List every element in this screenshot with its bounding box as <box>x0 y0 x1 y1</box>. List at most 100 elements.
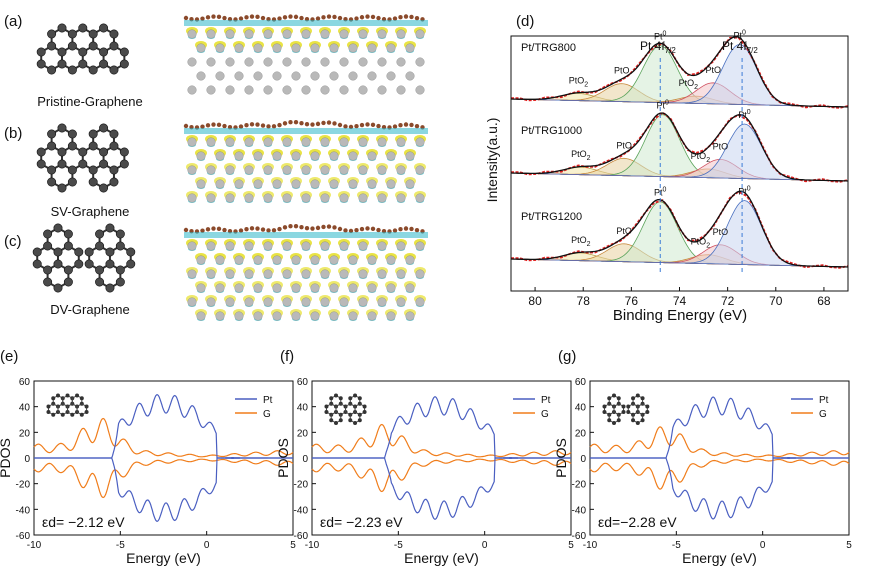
carbon-atom <box>109 165 119 175</box>
pt-atom <box>253 43 263 53</box>
xps-x-tick-label: 78 <box>577 294 591 308</box>
pdos-panel-label: (f) <box>280 348 294 365</box>
xps-peak-label: PtO <box>616 140 632 150</box>
pt-atom <box>253 283 263 293</box>
sv-graphene-model <box>36 123 129 193</box>
pt-atom <box>310 151 320 161</box>
inset-atom <box>334 421 338 425</box>
carbon-atom <box>115 265 125 275</box>
inset-atom <box>616 418 621 423</box>
pt-atom <box>339 241 349 251</box>
carbon-atom <box>249 122 255 127</box>
carbon-atom <box>63 229 73 239</box>
legend-label-g: G <box>819 409 827 420</box>
pt-atom <box>405 179 415 189</box>
carbon-atom <box>78 23 88 33</box>
panel-label-b: (b) <box>4 125 22 142</box>
carbon-atom <box>99 123 109 133</box>
pt-atom <box>244 137 254 147</box>
xps-peak-label-script: 0 <box>747 186 751 193</box>
inset-bond <box>67 403 73 407</box>
pdos-d-band-center: εd= −2.23 eV <box>320 514 403 530</box>
pt-atom <box>405 311 415 321</box>
carbon-atom <box>109 129 119 139</box>
pt-atom <box>415 85 425 95</box>
xps-peak-label: PtO <box>713 227 729 237</box>
pdos-x-tick-label: 0 <box>482 540 488 551</box>
carbon-atom <box>43 229 53 239</box>
inset-atom <box>362 404 367 409</box>
inset-bond <box>613 411 620 416</box>
carbon-atom <box>211 122 216 127</box>
pt-atom <box>244 85 254 95</box>
pdos-x-tick-label: -10 <box>583 540 598 551</box>
pdos-pt-spin-down <box>34 457 293 522</box>
pdos-g-spin-down <box>33 458 294 499</box>
carbon-atom <box>299 15 304 21</box>
inset-atom <box>612 393 616 398</box>
pdos-g-spin-down <box>311 458 572 493</box>
pt-atom <box>234 283 244 293</box>
carbon-atom <box>126 259 136 269</box>
xps-peak-label: PtO2 <box>569 75 589 88</box>
inset-atom <box>616 396 621 401</box>
pt-atom <box>206 165 216 175</box>
pt-atom <box>367 43 377 53</box>
inset-bond <box>632 403 639 407</box>
carbon-atom <box>47 165 57 175</box>
pt-atom <box>301 85 311 95</box>
carbon-atom <box>84 247 94 257</box>
xps-peak-label-script: 2 <box>584 81 588 88</box>
pdos-x-tick-label: 0 <box>204 540 210 551</box>
carbon-atom <box>47 41 57 51</box>
carbon-atom <box>99 183 109 193</box>
pt-atom <box>396 165 406 175</box>
carbon-atom <box>63 265 73 275</box>
pdos-x-tick-label: -5 <box>116 540 125 551</box>
carbon-atom <box>337 15 343 21</box>
pdos-x-tick-label: -10 <box>27 540 42 551</box>
carbon-atom <box>67 177 77 187</box>
pt-atom <box>358 193 368 203</box>
pt-atom <box>310 179 320 189</box>
pt-atom <box>206 241 216 251</box>
pt-atom <box>339 193 349 203</box>
carbon-atom <box>288 14 293 19</box>
inset-atom <box>362 410 367 414</box>
pt-atom <box>358 29 368 39</box>
slab-sv <box>183 119 428 203</box>
inset-atom <box>324 404 329 409</box>
xps-peak-label-script: 2 <box>694 84 698 91</box>
pt-atom <box>263 241 273 251</box>
inset-atom <box>357 418 362 423</box>
pt-atom <box>301 269 311 279</box>
carbon-atom <box>282 121 288 126</box>
pt-atom <box>348 151 358 161</box>
pt-atom <box>196 71 206 81</box>
pt-atom <box>206 193 216 203</box>
pt-atom <box>320 29 330 39</box>
pt-atom <box>187 137 197 147</box>
pdos-y-tick-label: -40 <box>294 505 309 516</box>
carbon-atom <box>299 120 304 126</box>
pt-atom <box>263 297 273 307</box>
pt-atom <box>310 311 320 321</box>
pt-atom <box>386 311 396 321</box>
pdos-pt-spin-up <box>312 396 571 459</box>
pt-atom <box>225 297 235 307</box>
pt-atom <box>234 255 244 265</box>
inset-bond <box>76 403 83 407</box>
carbon-atom <box>57 23 67 33</box>
carbon-atom <box>109 177 119 187</box>
pt-atom <box>329 311 339 321</box>
pt-atom <box>367 71 377 81</box>
pt-atom <box>244 29 254 39</box>
carbon-atom <box>359 15 365 20</box>
carbon-atom <box>88 177 98 187</box>
carbon-atom <box>398 227 403 232</box>
inset-bond <box>330 403 337 407</box>
inset-atom <box>334 393 338 398</box>
legend-label-g: G <box>541 409 549 420</box>
carbon-atom <box>216 226 222 232</box>
pt-atom <box>234 43 244 53</box>
